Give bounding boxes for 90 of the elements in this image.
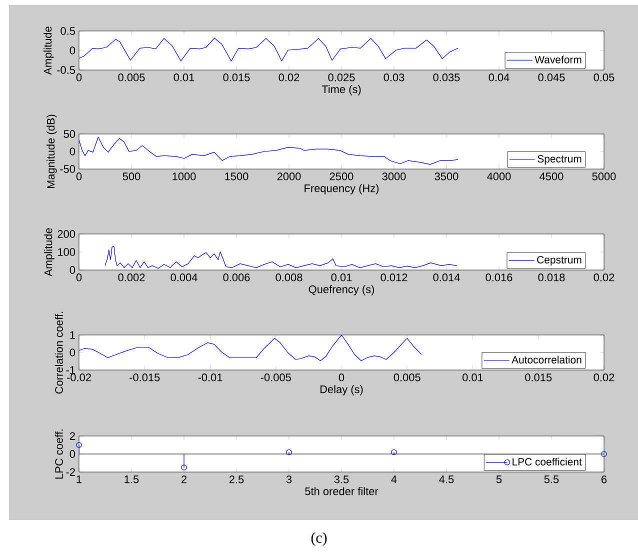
x-tick-label: 0.012 [380, 274, 408, 282]
x-tick-label: 0.018 [538, 274, 565, 282]
x-tick-label: 0 [76, 172, 82, 180]
y-tick-label: 0 [70, 148, 76, 156]
x-tick-label: 2.5 [229, 476, 244, 484]
y-tick-label: 200 [58, 230, 76, 238]
x-tick-label: 1000 [172, 172, 196, 180]
y-axis-title: Amplitude [44, 228, 54, 276]
y-tick-label: -0.5 [57, 66, 76, 74]
x-tick-label: 3000 [382, 172, 406, 180]
y-tick-label: 1 [70, 331, 75, 339]
x-tick-label: 0.002 [118, 274, 145, 282]
y-tick-label: 50 [64, 130, 76, 138]
x-tick-label: 0.01 [462, 374, 483, 382]
point [181, 464, 187, 470]
x-tick-label: 0.016 [486, 274, 512, 282]
y-tick-label: -1 [66, 366, 75, 374]
x-tick-label: 5.5 [544, 476, 559, 484]
y-tick-label: 0.5 [60, 27, 76, 35]
x-tick-label: 3 [286, 476, 292, 484]
x-tick-label: 0 [76, 74, 82, 82]
line-series [79, 38, 458, 62]
y-tick-label: 0 [70, 348, 76, 356]
x-tick-label: 0 [338, 374, 344, 382]
x-tick-label: 0.005 [394, 374, 420, 382]
x-axis-title: 5th oreder filter [305, 487, 378, 496]
x-tick-label: 0.02 [278, 74, 300, 82]
legend-label: Spectrum [538, 155, 582, 165]
x-tick-label: 4000 [487, 172, 511, 180]
x-axis-title: Frequency (Hz) [304, 184, 379, 194]
point [76, 442, 82, 448]
x-tick-label: 500 [122, 172, 140, 180]
text: (c) [311, 532, 327, 546]
x-tick-label: -0.02 [66, 374, 91, 382]
x-tick-label: 4 [391, 476, 397, 484]
x-axis-title: Delay (s) [320, 385, 363, 396]
x-tick-label: 2 [182, 476, 186, 484]
x-tick-label: -0.015 [130, 374, 160, 382]
legend-label: LPC coefficient [512, 458, 582, 466]
x-tick-label: 0.005 [118, 74, 145, 82]
x-tick-label: 0.004 [170, 274, 198, 282]
x-tick-label: 0.045 [538, 74, 565, 82]
x-tick-label: -0.005 [260, 374, 291, 382]
point [391, 449, 397, 456]
x-tick-label: 0.006 [223, 274, 250, 282]
x-tick-label: 0 [76, 274, 82, 282]
x-tick-label: 4.5 [439, 476, 454, 484]
x-axis-title: Quefrency (s) [308, 285, 374, 296]
x-tick-label: 0.025 [328, 74, 355, 82]
legend-label: Cepstrum [537, 256, 582, 266]
y-axis-title: Magnitude (dB) [46, 114, 57, 188]
point [286, 449, 292, 456]
x-tick-label: 0.035 [433, 74, 460, 82]
x-tick-label: 0.008 [276, 274, 302, 282]
x-tick-label: 5000 [592, 172, 616, 180]
y-tick-label: 100 [58, 248, 76, 256]
x-tick-label: 1500 [225, 172, 248, 180]
line-series [79, 136, 458, 165]
x-tick-label: 6 [602, 476, 607, 484]
x-tick-label: 1.5 [124, 476, 139, 484]
y-tick-label: -2 [66, 468, 75, 476]
x-tick-label: 0.05 [594, 74, 614, 82]
x-tick-label: 2000 [277, 172, 301, 180]
x-tick-label: 0.03 [384, 74, 404, 82]
x-axis-title: Time (s) [322, 85, 361, 96]
x-tick-label: 4500 [540, 172, 564, 180]
x-tick-label: 5 [496, 476, 502, 484]
x-tick-label: 0.02 [594, 374, 614, 382]
x-tick-label: 2500 [330, 172, 354, 180]
y-axis-title: Amplitude [44, 26, 54, 75]
x-tick-label: 0.015 [525, 374, 552, 382]
x-tick-label: -0.01 [198, 374, 222, 382]
x-tick-label: 0.015 [223, 74, 250, 82]
x-tick-label: 0.02 [594, 274, 614, 282]
y-axis-title: Correlation coeff. [54, 312, 63, 394]
x-tick-label: 0.01 [331, 274, 352, 282]
x-tick-label: 1 [76, 476, 82, 484]
y-tick-label: 2 [70, 432, 75, 440]
y-tick-label: 0 [70, 46, 76, 54]
x-tick-label: 0.01 [174, 74, 194, 82]
x-tick-label: 0.04 [488, 74, 510, 82]
x-tick-label: 3500 [434, 172, 458, 180]
y-tick-label: -50 [60, 165, 76, 173]
x-tick-label: 3.5 [334, 476, 349, 484]
x-tick-label: 0.014 [433, 274, 460, 282]
y-axis-title: LPC coeff. [54, 430, 63, 479]
y-tick-label: 0 [70, 266, 76, 274]
legend-label: Autocorrelation [512, 356, 582, 364]
legend-label: Waveform [534, 56, 582, 64]
y-tick-label: 0 [70, 450, 76, 458]
